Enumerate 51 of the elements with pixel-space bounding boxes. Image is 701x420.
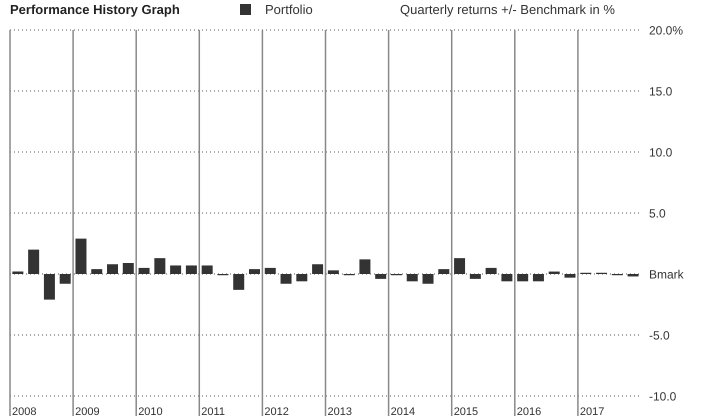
y-tick-label: Bmark (649, 267, 685, 282)
bar (470, 274, 481, 279)
bar (75, 238, 86, 274)
x-tick-label: 2012 (264, 406, 289, 418)
bar (44, 274, 55, 300)
bar (375, 274, 386, 279)
bar (312, 264, 324, 274)
bar (328, 270, 339, 274)
bar (564, 274, 576, 278)
bar (406, 274, 418, 282)
bar (154, 258, 166, 274)
x-tick-label: 2013 (328, 406, 352, 418)
chart-subtitle: Quarterly returns +/- Benchmark in % (400, 2, 615, 17)
x-tick-label: 2017 (580, 406, 604, 418)
bar (517, 274, 528, 282)
bar (202, 265, 213, 274)
bar (359, 259, 370, 274)
bar (486, 268, 497, 274)
x-tick-label: 2009 (75, 406, 100, 418)
bar (233, 274, 244, 290)
legend-label: Portfolio (264, 2, 313, 17)
bar (532, 274, 544, 282)
bar (454, 258, 466, 274)
x-tick-label: 2014 (390, 406, 416, 418)
y-tick-label: -5.0 (649, 328, 670, 342)
y-tick-label: 20.0% (649, 23, 684, 38)
bar (170, 265, 182, 274)
y-tick-label: 15.0 (649, 84, 673, 98)
bar (138, 268, 150, 274)
bar (280, 274, 292, 284)
bar (107, 264, 118, 274)
x-tick-label: 2011 (201, 406, 225, 418)
y-tick-label: -10.0 (649, 389, 677, 404)
bar (422, 274, 434, 284)
x-tick-label: 2016 (516, 406, 542, 418)
bar (501, 274, 512, 282)
x-tick-label: 2010 (138, 406, 163, 418)
bar (438, 269, 450, 274)
y-tick-label: 10.0 (649, 145, 673, 160)
bar (91, 269, 102, 274)
bar (28, 250, 40, 274)
x-tick-label: 2015 (454, 406, 478, 418)
chart-title: Performance History Graph (10, 2, 180, 17)
bar (122, 263, 134, 274)
bar (186, 265, 197, 274)
bar (296, 274, 308, 282)
bar (60, 274, 71, 284)
x-tick-label: 2008 (12, 406, 36, 418)
y-tick-label: 5.0 (649, 206, 666, 220)
bar (248, 269, 260, 274)
bar (264, 268, 276, 274)
